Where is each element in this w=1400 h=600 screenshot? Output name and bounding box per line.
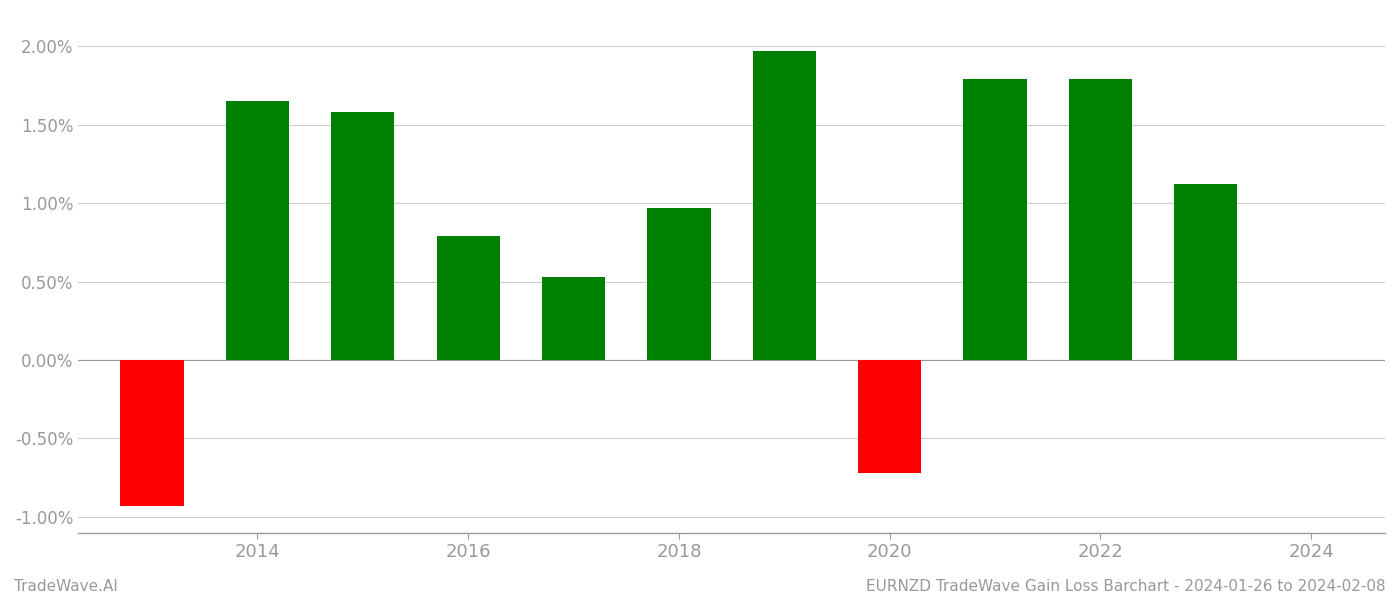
Bar bbox=[437, 236, 500, 360]
Bar bbox=[332, 112, 395, 360]
Bar bbox=[858, 360, 921, 473]
Text: TradeWave.AI: TradeWave.AI bbox=[14, 579, 118, 594]
Bar bbox=[225, 101, 288, 360]
Bar bbox=[647, 208, 711, 360]
Bar bbox=[753, 51, 816, 360]
Bar bbox=[120, 360, 183, 506]
Bar bbox=[542, 277, 605, 360]
Bar bbox=[1068, 79, 1133, 360]
Text: EURNZD TradeWave Gain Loss Barchart - 2024-01-26 to 2024-02-08: EURNZD TradeWave Gain Loss Barchart - 20… bbox=[867, 579, 1386, 594]
Bar bbox=[963, 79, 1026, 360]
Bar bbox=[1175, 184, 1238, 360]
